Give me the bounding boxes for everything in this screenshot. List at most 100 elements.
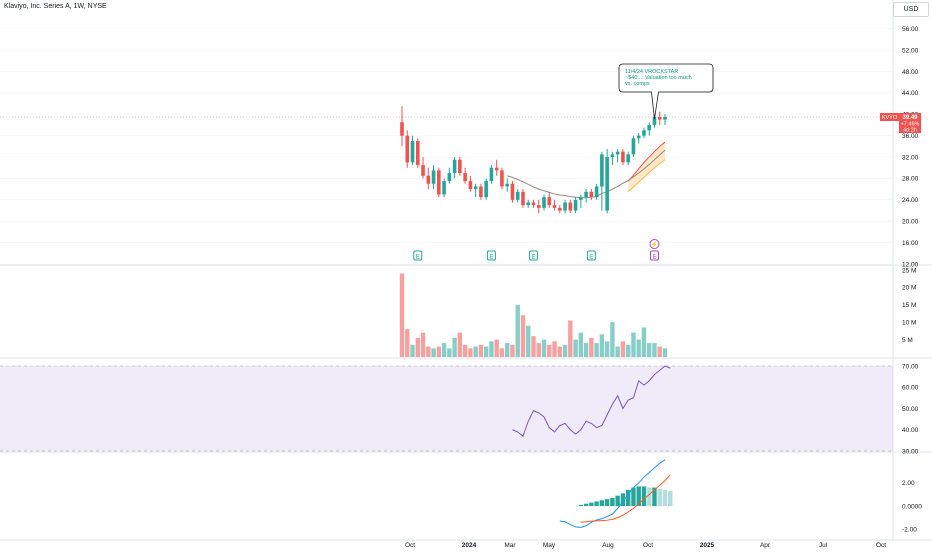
macd-histogram-bar	[583, 503, 589, 507]
rsi-tick-label: 60.00	[902, 385, 919, 392]
candle-body	[505, 183, 509, 187]
candle-body	[594, 186, 599, 198]
volume-bar	[452, 337, 457, 357]
volume-bar	[426, 346, 431, 357]
volume-bar	[657, 346, 662, 357]
candle	[615, 149, 620, 163]
annotation-text-line: vs. comps	[625, 81, 650, 87]
candle-body	[573, 199, 578, 211]
candle	[473, 183, 478, 198]
earnings-marker	[649, 250, 659, 261]
candle	[479, 183, 483, 200]
candle-body	[579, 197, 583, 200]
rsi-tick-label: 70.00	[902, 363, 919, 370]
candle-body	[421, 165, 425, 176]
macd-histogram-bar	[641, 486, 647, 507]
candle-body	[447, 173, 452, 182]
candle	[626, 151, 630, 166]
candle	[505, 178, 509, 192]
candle-body	[494, 167, 499, 171]
macd-histogram-bar	[610, 497, 615, 507]
candle	[631, 135, 636, 158]
volume-bar	[636, 339, 641, 357]
volume-bar	[557, 346, 562, 357]
volume-bar	[552, 341, 557, 357]
currency-button[interactable]: USD	[893, 2, 929, 17]
candle-body	[468, 181, 473, 190]
candle-body	[568, 202, 573, 211]
rsi-line	[512, 365, 671, 437]
candle	[552, 199, 557, 211]
volume-bar	[526, 325, 531, 357]
rsi-band-fill	[0, 366, 893, 451]
rsi-tick-label: 30.00	[902, 448, 919, 455]
macd-histogram-bar	[599, 500, 605, 507]
candle	[458, 157, 462, 176]
candle	[531, 199, 536, 208]
candle-body	[631, 138, 636, 155]
candle-body	[552, 205, 557, 208]
candle-body	[652, 116, 657, 125]
volume-bar	[505, 343, 510, 357]
candle	[500, 167, 504, 190]
candle-body	[452, 159, 457, 174]
price-tick-label: 48.00	[902, 69, 919, 76]
volume-tick-label: 15 M	[902, 302, 916, 309]
earnings-marker	[529, 250, 538, 261]
candle	[431, 165, 436, 190]
macd-line	[559, 459, 666, 528]
candle-body	[542, 197, 546, 208]
price-badge-change: +7.46%	[901, 121, 920, 127]
macd-tick-label: 2.00	[902, 480, 915, 487]
candle-body	[479, 186, 483, 198]
volume-bar	[431, 348, 436, 357]
candle	[515, 189, 520, 203]
macd-tick-label: 0.0000	[902, 503, 922, 510]
candle-body	[647, 124, 652, 131]
volume-bar	[620, 341, 626, 357]
earnings-marker-label: E	[589, 254, 593, 260]
earnings-marker-label: E	[416, 254, 420, 260]
candle-body	[405, 135, 410, 163]
price-tick-label: 52.00	[902, 47, 919, 54]
candle	[468, 175, 473, 192]
price-tick-label: 32.00	[902, 154, 919, 161]
volume-bar	[441, 343, 447, 357]
volume-bar	[625, 344, 631, 357]
macd-histogram-bar	[589, 502, 594, 507]
dividend-marker-symbol: ⚡	[651, 240, 658, 248]
earnings-marker	[586, 250, 596, 261]
volume-bar	[662, 348, 668, 357]
volume-bar	[615, 346, 620, 357]
price-tick-label: 44.00	[902, 90, 919, 97]
rsi-tick-label: 40.00	[902, 427, 919, 434]
candle	[605, 149, 609, 214]
volume-bar	[420, 332, 426, 357]
macd-tick-label: -2.00	[902, 527, 917, 534]
candle	[568, 199, 573, 214]
candle	[594, 183, 599, 200]
candle-body	[584, 191, 588, 198]
earnings-marker-label: E	[652, 254, 656, 260]
candle	[536, 199, 541, 214]
volume-bar	[641, 327, 647, 357]
candle	[584, 189, 588, 203]
macd-histogram-bar	[652, 487, 657, 507]
candle	[558, 205, 562, 214]
volume-bar	[499, 348, 505, 357]
candle-body	[500, 170, 504, 187]
volume-bar	[473, 346, 478, 357]
candle	[415, 138, 420, 168]
candle	[489, 165, 494, 184]
candle-body	[515, 191, 520, 200]
candle-body	[526, 202, 531, 206]
volume-tick-label: 20 M	[902, 285, 916, 292]
price-badge	[899, 112, 921, 133]
volume-bar	[436, 346, 442, 357]
volume-bar	[536, 343, 541, 357]
candle-body	[458, 159, 462, 174]
candle-body	[400, 122, 404, 136]
macd-histogram-bar	[615, 495, 620, 507]
price-tick-label: 12.00	[902, 261, 919, 268]
